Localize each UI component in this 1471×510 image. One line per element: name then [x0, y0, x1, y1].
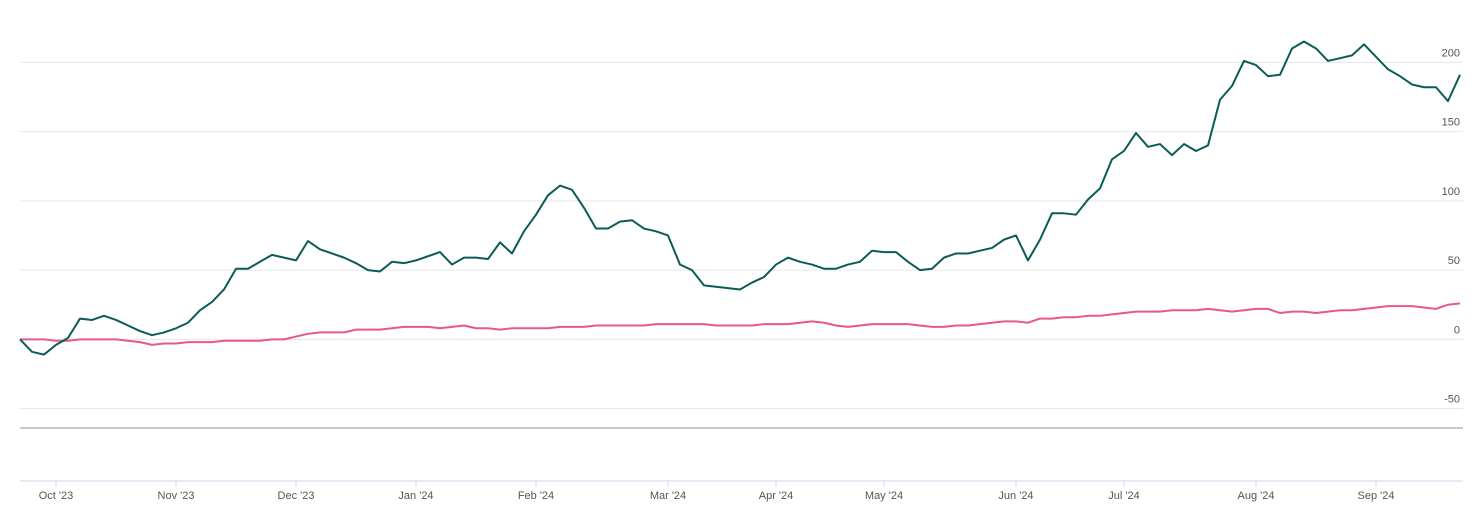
x-tick-label: Oct '23	[39, 490, 74, 502]
y-tick-label: 0	[1454, 324, 1460, 336]
x-tick-label: Sep '24	[1358, 490, 1395, 502]
line-series	[19, 40, 1461, 356]
line-series	[20, 302, 1461, 346]
y-tick-label: 100	[1442, 186, 1460, 198]
x-tick-label: Feb '24	[518, 490, 554, 502]
y-tick-label: 50	[1448, 255, 1460, 267]
x-tick-label: Aug '24	[1238, 490, 1275, 502]
x-tick-label: Jun '24	[998, 490, 1033, 502]
x-tick-label: Jul '24	[1108, 490, 1139, 502]
x-tick-label: May '24	[865, 490, 903, 502]
x-tick-label: Dec '23	[278, 490, 315, 502]
y-tick-label: -50	[1444, 394, 1460, 406]
y-tick-label: 150	[1442, 117, 1460, 129]
x-tick-label: Jan '24	[398, 490, 433, 502]
x-tick-label: Nov '23	[158, 490, 195, 502]
x-tick-label: Apr '24	[759, 490, 794, 502]
y-tick-label: 200	[1442, 47, 1460, 59]
x-tick-label: Mar '24	[650, 490, 686, 502]
